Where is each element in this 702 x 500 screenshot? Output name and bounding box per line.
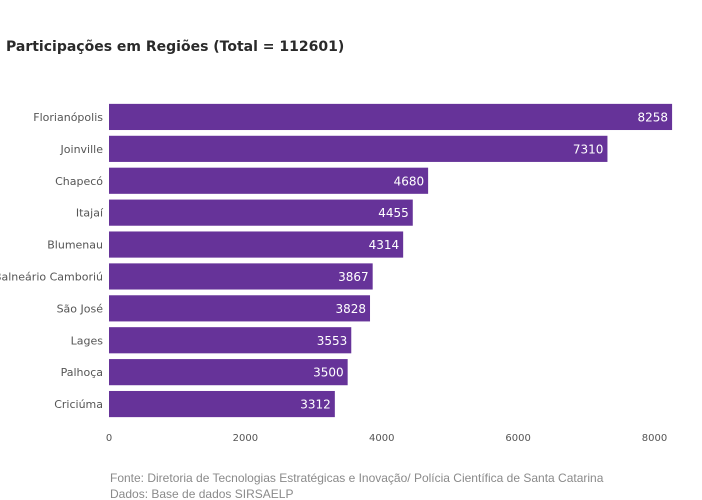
- value-label: 7310: [573, 142, 604, 156]
- bar-1: [109, 135, 608, 162]
- bars-group: Florianópolis 8258 Joinville 7310 Chapecó 468…: [0, 103, 673, 418]
- bar-5: [109, 263, 373, 290]
- chart-title: Participações em Regiões (Total = 112601…: [6, 39, 344, 55]
- category-label: São José: [57, 302, 104, 315]
- x-axis: 0 2000 4000 6000 8000: [106, 433, 667, 444]
- bar-9: [109, 390, 335, 418]
- value-label: 4314: [369, 238, 400, 252]
- category-label: Lages: [71, 334, 104, 347]
- category-label: Balneário Camboriú: [0, 270, 103, 283]
- value-label: 4680: [394, 174, 425, 188]
- bar-7: [109, 327, 352, 354]
- value-label: 3553: [317, 334, 348, 348]
- bar-3: [109, 199, 413, 226]
- category-label: Joinville: [60, 143, 104, 156]
- bar-4: [109, 231, 404, 258]
- bar-8: [109, 359, 348, 386]
- bar-2: [109, 167, 429, 194]
- x-tick-label: 6000: [505, 433, 530, 444]
- bar-0: [109, 103, 673, 131]
- value-label: 3500: [313, 366, 344, 380]
- x-tick-label: 2000: [233, 433, 258, 444]
- category-label: Palhoça: [61, 366, 103, 379]
- data-note: Dados: Base de dados SIRSAELP: [110, 487, 293, 500]
- category-label: Florianópolis: [33, 111, 103, 124]
- category-label: Blumenau: [47, 239, 103, 252]
- value-label: 3867: [338, 270, 369, 284]
- category-label: Criciúma: [54, 398, 103, 411]
- value-label: 3828: [335, 302, 366, 316]
- value-label: 4455: [378, 206, 409, 220]
- x-tick-label: 8000: [642, 433, 667, 444]
- bar-6: [109, 295, 371, 322]
- x-tick-label: 4000: [369, 433, 394, 444]
- category-label: Itajaí: [76, 207, 104, 220]
- source-note: Fonte: Diretoria de Tecnologias Estratég…: [110, 471, 604, 485]
- value-label: 3312: [300, 398, 331, 412]
- category-label: Chapecó: [55, 175, 103, 188]
- value-label: 8258: [638, 110, 669, 124]
- x-tick-label: 0: [106, 433, 112, 444]
